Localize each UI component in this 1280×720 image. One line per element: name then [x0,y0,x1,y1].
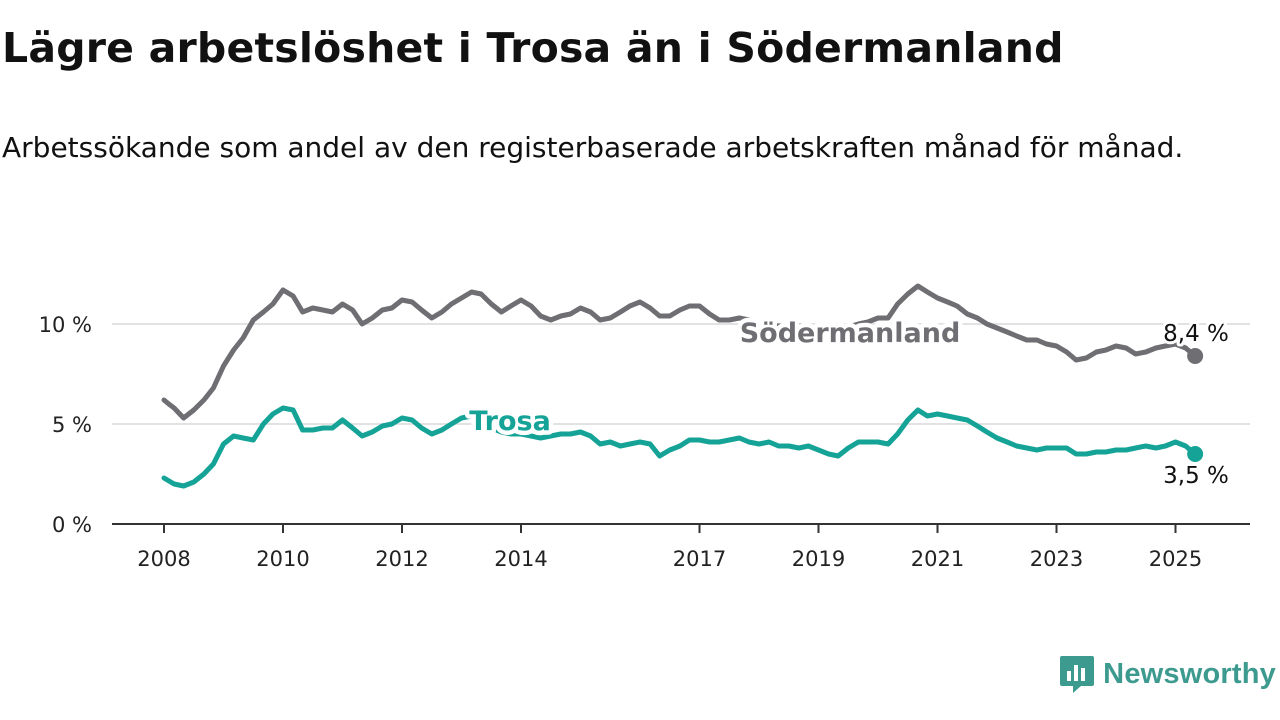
x-tick-label: 2012 [375,547,428,571]
chart-subtitle: Arbetssökande som andel av den registerb… [2,131,1184,164]
series-end-marker-trosa [1187,446,1204,462]
series-lines [161,283,1204,489]
series-line-södermanland [161,283,1198,421]
newsworthy-logo-icon [1060,656,1095,693]
newsworthy-logo-text: Newsworthy [1103,657,1276,690]
series-label-södermanland: Södermanland [740,318,961,349]
x-tick-label: 2019 [792,547,845,571]
series-label-trosa: Trosa [469,406,551,437]
series-end-marker-södermanland [1187,348,1204,364]
end-value-label-södermanland: 8,4 % [1163,321,1229,347]
y-tick-label: 5 % [52,413,92,437]
series-labels: Södermanland 8,4 % Trosa 3,5 % [465,314,1232,493]
chart-title: Lägre arbetslöshet i Trosa än i Söderman… [2,24,1064,72]
end-value-label-trosa: 3,5 % [1163,463,1229,489]
x-tick-label: 2017 [673,547,726,571]
x-tick-label: 2021 [911,547,964,571]
x-tick-label: 2014 [494,547,547,571]
newsworthy-logo: Newsworthy [1059,652,1276,696]
x-tick-label: 2023 [1030,547,1083,571]
x-axis: 2008 2010 2012 2014 2017 2019 2021 2023 2025 [112,523,1250,571]
x-tick-label: 2025 [1149,547,1202,571]
y-axis-tick-labels: 0 % 5 % 10 % [39,313,92,537]
x-tick-label: 2008 [137,547,190,571]
y-tick-label: 10 % [39,313,92,337]
series-line-trosa [161,405,1198,489]
x-tick-label: 2010 [256,547,309,571]
y-tick-label: 0 % [52,513,92,537]
